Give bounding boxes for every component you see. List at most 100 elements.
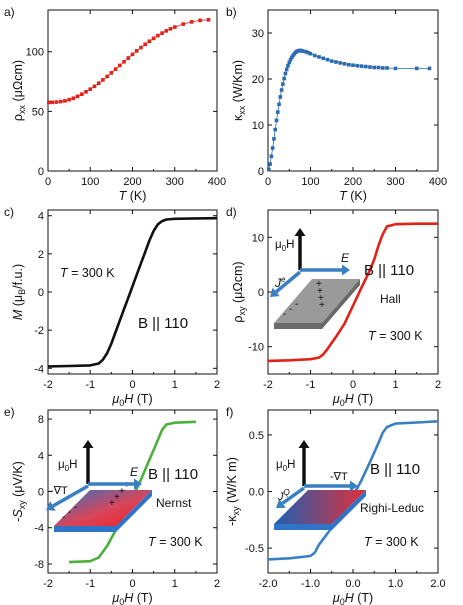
field-orientation-label: B || 110 [148,466,198,483]
y-axis-label: -κxy (W/K m) [225,457,241,526]
data-point [376,65,381,70]
data-point [306,50,311,55]
data-point [321,56,326,61]
panel-label: f) [226,405,233,419]
slab-top [54,490,152,526]
data-point [281,82,285,86]
data-point [151,36,156,41]
data-point [50,100,55,105]
data-point [269,154,274,159]
sample-slab [54,490,152,532]
y-tick-label: 0 [258,287,264,299]
data-point [346,62,351,67]
data-point [71,96,76,101]
field-label: μ0H [58,459,77,473]
y-tick-label: 10 [252,120,264,132]
arrow-head [350,480,358,492]
panel-a: a) 0 100 200 300 400 0 50 100 T (K) ρxx (μΩcm) [4,5,226,203]
data-point [47,100,51,105]
charge-minus: - [289,304,292,315]
panel-label: b) [226,5,237,19]
panel-e: e) -2 -1 0 1 2 -8 -4 0 4 8 μ0H (T) -Sxy (μV/K) B || 1… [4,405,220,605]
data-point [414,66,419,71]
data-point [300,49,304,53]
data-point [363,64,368,69]
data-point [80,92,84,96]
x-tick-label: 2 [214,578,220,590]
y-tick-label: -10 [248,342,264,354]
data-point [368,65,372,69]
data-point [109,71,114,75]
data-point [58,99,63,104]
data-point [122,59,126,64]
charge-minus: - [295,299,298,310]
plot-frame [47,9,218,172]
y-tick-label: 0 [38,166,44,178]
x-tick-label: 2 [214,379,220,391]
y-tick-label: -8 [34,559,44,571]
x-tick-label: 1 [172,379,178,391]
data-point [156,33,160,38]
y-axis-label: -Sxy (μV/K) [11,461,27,522]
arrow-head [82,440,94,448]
y-tick-label: 0 [258,166,264,178]
arrow-head [134,478,142,490]
slab-top [274,490,366,524]
data-point [88,87,93,91]
charge-plus: + [119,486,125,497]
data-point [329,59,334,63]
slab-front [54,526,116,532]
data-point [143,42,147,47]
y-tick-label: -2 [34,325,44,337]
electric-field-label: E [341,251,350,265]
gradient-label: -∇T [330,471,348,483]
arrow-shaft [275,270,302,294]
data-point [126,56,131,60]
temperature-label: T = 300 K [364,535,419,549]
effect-label: Hall [380,292,401,306]
series-line [47,216,218,368]
x-tick-label: 0.0 [345,578,360,590]
panel-label: e) [4,405,15,419]
y-tick-label: 0.0 [249,487,264,499]
y-axis-label: M (μB/f.u.) [11,264,27,320]
effect-label: Nernst [156,496,192,510]
data-point [278,95,283,99]
current-arrow [270,270,302,297]
x-tick-label: 0 [129,379,135,391]
data-point [385,66,389,70]
x-tick-label: -2 [43,578,53,590]
data-point [274,118,279,123]
y-tick-label: 0 [38,287,44,299]
data-point [273,127,278,132]
x-axis-label: T (K) [119,189,147,203]
data-point [75,94,80,99]
data-point [308,51,313,56]
plot-frame [47,209,218,375]
x-axis-label: μ0H (T) [332,392,373,408]
x-axis-label: T (K) [339,189,367,203]
data-point [288,57,293,62]
x-tick-label: 1.0 [388,578,403,590]
arrow-shaft [52,484,89,508]
data-point [272,137,276,141]
x-tick-label: -1 [85,578,95,590]
panel-label: d) [226,205,237,219]
gradient-arrow [304,480,358,492]
arrow-head [298,440,310,448]
effect-label: Righi-Leduc [360,501,424,515]
data-point [92,84,97,89]
sample-slab [274,490,366,530]
charge-plus: + [316,279,322,290]
data-point [160,31,164,35]
slab-front [274,323,322,329]
y-tick-label: 30 [252,28,264,40]
series-line [69,420,196,564]
x-tick-label: 200 [123,176,141,188]
data-point [291,53,295,58]
data-point [380,66,385,70]
